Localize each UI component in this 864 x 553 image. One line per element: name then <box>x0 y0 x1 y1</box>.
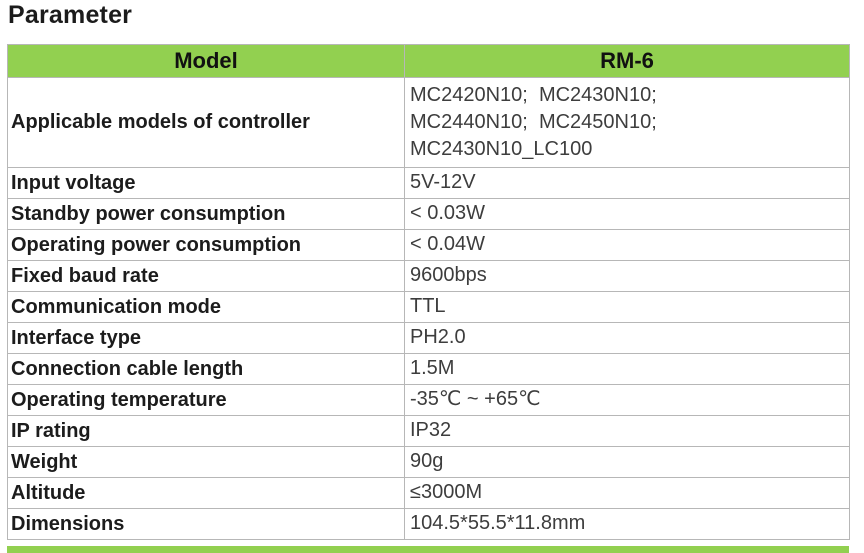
param-label-cell: Connection cable length <box>7 353 405 385</box>
table-row: Weight 90g <box>7 446 850 478</box>
table-row: Standby power consumption < 0.03W <box>7 198 850 230</box>
param-value-cell: 1.5M <box>404 353 850 385</box>
param-label-cell: Interface type <box>7 322 405 354</box>
table-row: Input voltage 5V-12V <box>7 167 850 199</box>
param-value-cell: ≤3000M <box>404 477 850 509</box>
param-label-cell: Altitude <box>7 477 405 509</box>
header-cell-rm6: RM-6 <box>404 44 850 78</box>
param-label-cell: Applicable models of controller <box>7 77 405 168</box>
param-label-cell: Operating temperature <box>7 384 405 416</box>
table-header-row: Model RM-6 <box>7 44 850 78</box>
param-value-cell: 104.5*55.5*11.8mm <box>404 508 850 540</box>
table-row: Interface type PH2.0 <box>7 322 850 354</box>
param-label-cell: Weight <box>7 446 405 478</box>
table-row: Operating temperature -35℃ ~ +65℃ <box>7 384 850 416</box>
param-label-cell: Input voltage <box>7 167 405 199</box>
param-value-cell: -35℃ ~ +65℃ <box>404 384 850 416</box>
param-value-cell: 9600bps <box>404 260 850 292</box>
param-label-cell: Communication mode <box>7 291 405 323</box>
param-value-cell: PH2.0 <box>404 322 850 354</box>
next-table-header-strip <box>7 546 849 553</box>
table-row: Dimensions 104.5*55.5*11.8mm <box>7 508 850 540</box>
table-row: Altitude ≤3000M <box>7 477 850 509</box>
table-row: Communication mode TTL <box>7 291 850 323</box>
param-label-cell: Fixed baud rate <box>7 260 405 292</box>
param-value-cell: < 0.03W <box>404 198 850 230</box>
table-row: Operating power consumption < 0.04W <box>7 229 850 261</box>
parameter-table: Model RM-6 Applicable models of controll… <box>7 44 850 540</box>
param-value-cell: 5V-12V <box>404 167 850 199</box>
param-value-cell: MC2420N10; MC2430N10; MC2440N10; MC2450N… <box>404 77 850 168</box>
table-row: IP rating IP32 <box>7 415 850 447</box>
param-label-cell: Dimensions <box>7 508 405 540</box>
param-value-cell: TTL <box>404 291 850 323</box>
param-label-cell: Standby power consumption <box>7 198 405 230</box>
param-label-cell: Operating power consumption <box>7 229 405 261</box>
table-row: Fixed baud rate 9600bps <box>7 260 850 292</box>
table-row: Connection cable length 1.5M <box>7 353 850 385</box>
header-cell-model: Model <box>7 44 405 78</box>
page-title: Parameter <box>8 1 133 29</box>
param-value-cell: IP32 <box>404 415 850 447</box>
table-row: Applicable models of controller MC2420N1… <box>7 77 850 168</box>
param-value-cell: < 0.04W <box>404 229 850 261</box>
param-value-cell: 90g <box>404 446 850 478</box>
param-label-cell: IP rating <box>7 415 405 447</box>
